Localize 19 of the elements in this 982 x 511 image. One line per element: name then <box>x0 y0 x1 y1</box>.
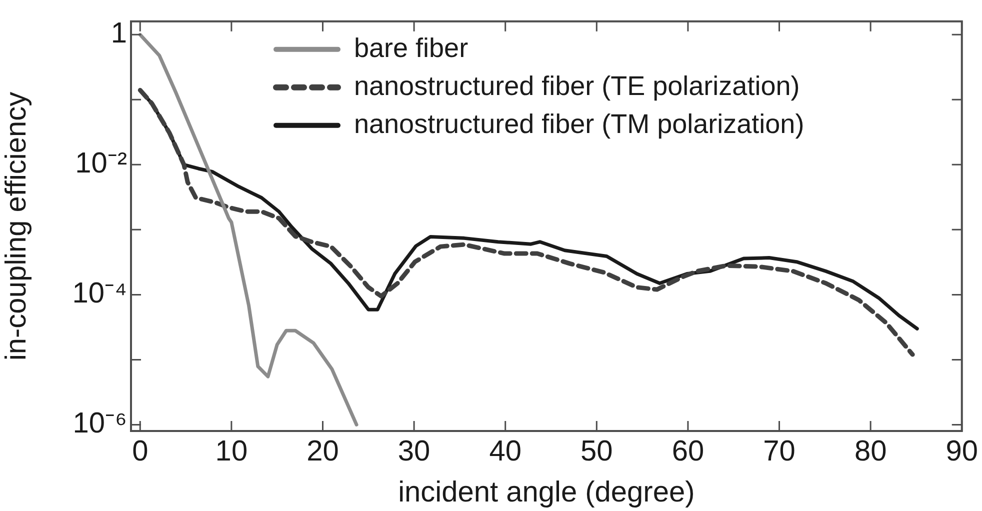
y-tick-label: 1 <box>110 18 127 50</box>
legend-label: nanostructured fiber (TE polarization) <box>354 70 800 101</box>
x-tick-label: 20 <box>306 435 339 468</box>
x-tick-label: 10 <box>215 435 248 468</box>
x-tick-label: 90 <box>946 435 978 468</box>
x-tick-label: 30 <box>398 435 430 468</box>
x-axis-title: incident angle (degree) <box>398 476 695 509</box>
x-tick-label: 80 <box>854 435 887 468</box>
x-tick-label: 70 <box>763 435 796 468</box>
x-tick-label: 0 <box>132 435 148 468</box>
y-tick-label: 10⁻² <box>75 148 128 180</box>
x-tick-label: 60 <box>672 435 704 468</box>
y-axis-title: in-coupling efficiency <box>0 91 32 361</box>
y-tick-label: 10⁻⁴ <box>72 278 127 310</box>
legend-label: bare fiber <box>354 32 468 63</box>
legend-label: nanostructured fiber (TM polarization) <box>354 108 804 139</box>
x-tick-label: 40 <box>489 435 522 468</box>
y-tick-label: 10⁻⁶ <box>72 408 127 440</box>
x-tick-label: 50 <box>580 435 613 468</box>
